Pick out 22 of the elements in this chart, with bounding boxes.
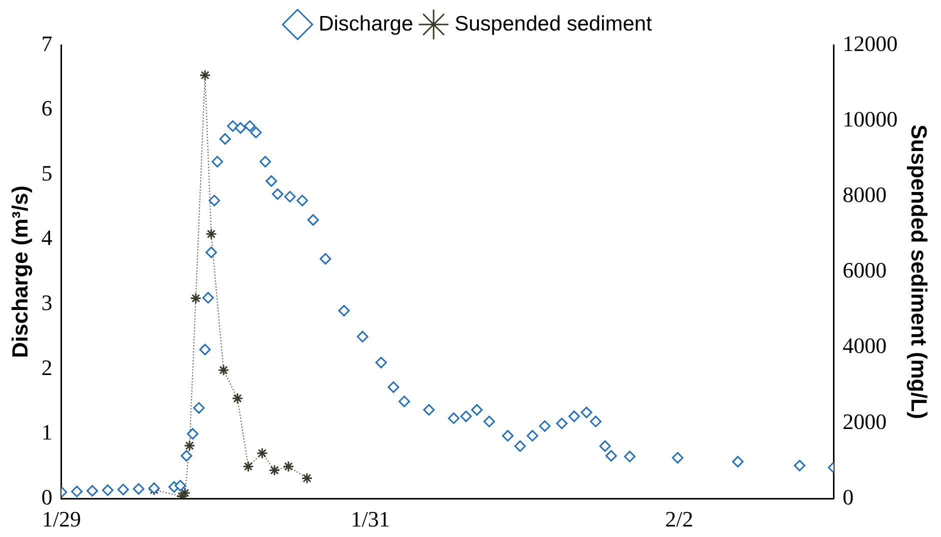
y2-axis-title: Suspended sediment (mg/L) bbox=[906, 124, 932, 420]
y2-tick-label: 12000 bbox=[842, 30, 898, 56]
y-tick-label: 4 bbox=[41, 225, 52, 250]
x-tick-label: 1/29 bbox=[42, 506, 81, 532]
x-tick-label: 2/2 bbox=[665, 506, 694, 532]
legend-label: Suspended sediment bbox=[454, 12, 652, 36]
y-tick-label: 6 bbox=[41, 96, 52, 121]
y2-tick-label: 10000 bbox=[842, 106, 898, 132]
y2-tick-label: 4000 bbox=[842, 333, 887, 358]
y-tick-label: 1 bbox=[41, 420, 52, 445]
x-tick-label: 1/31 bbox=[350, 506, 390, 532]
y2-tick-label: 8000 bbox=[842, 182, 887, 207]
y2-tick-label: 2000 bbox=[842, 408, 887, 434]
y-tick-label: 2 bbox=[41, 354, 52, 380]
y-tick-label: 0 bbox=[41, 484, 52, 510]
y2-tick-label: 0 bbox=[842, 484, 854, 510]
y2-tick-label: 6000 bbox=[842, 258, 887, 283]
y-tick-label: 5 bbox=[41, 160, 52, 186]
y-tick-label: 7 bbox=[41, 30, 52, 56]
legend-label: Discharge bbox=[318, 12, 414, 36]
y-tick-label: 3 bbox=[41, 290, 52, 315]
y-axis-title: Discharge (m³/s) bbox=[7, 186, 32, 358]
